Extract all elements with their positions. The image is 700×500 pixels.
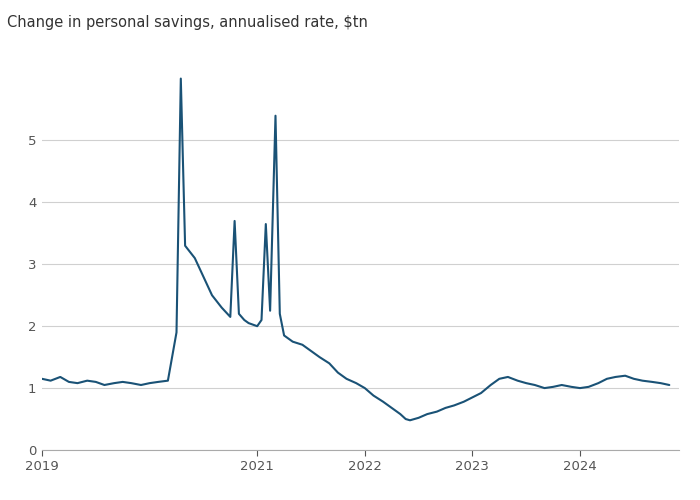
Text: Change in personal savings, annualised rate, $tn: Change in personal savings, annualised r… [7,15,368,30]
